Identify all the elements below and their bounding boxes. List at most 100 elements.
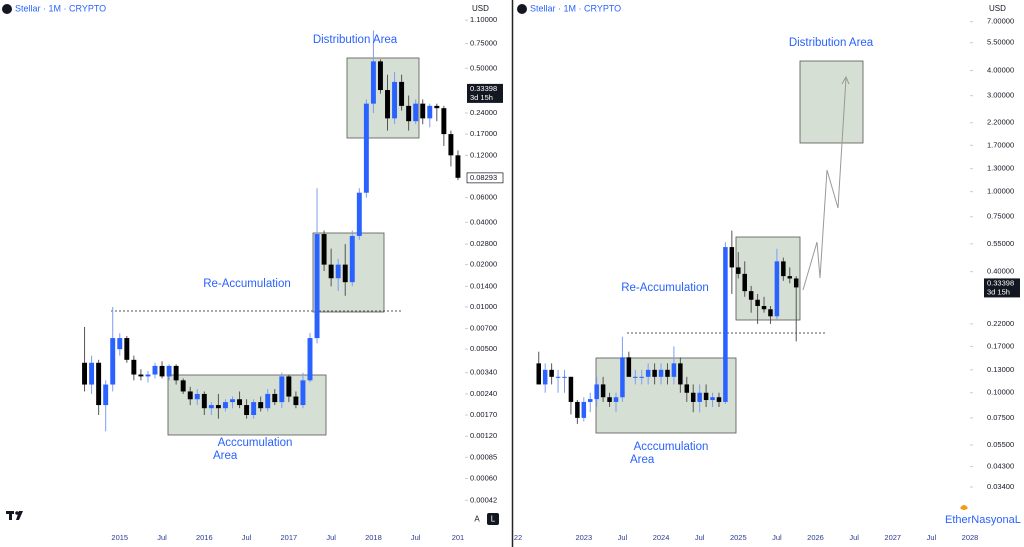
x-tick-label: 2024 <box>653 533 670 542</box>
chart-title: Stellar · 1M · CRYPTO <box>15 3 106 13</box>
candle-body <box>82 362 88 385</box>
x-tick-label: Jul <box>772 533 782 542</box>
watermark: EtherNasyonaL <box>945 514 1021 526</box>
candle-body <box>145 374 151 377</box>
candle-body <box>736 267 741 274</box>
candle-body <box>173 365 179 381</box>
marker-price-box <box>466 172 504 184</box>
countdown: 3d 15h <box>987 287 1010 296</box>
candle-body <box>117 338 123 350</box>
y-tick-label: 0.00042 <box>470 495 497 504</box>
y-tick-label: 0.17000 <box>987 341 1014 350</box>
candle-body <box>370 61 376 104</box>
candle-body <box>328 264 334 279</box>
candle-body <box>201 393 207 409</box>
candle-body <box>562 376 567 378</box>
last-price: 0.33398 <box>470 84 497 93</box>
y-tick-label: 0.00700 <box>470 324 497 333</box>
x-tick-label: 2026 <box>807 533 824 542</box>
candle-body <box>645 369 651 377</box>
candle-body <box>138 374 144 377</box>
marks <box>82 30 799 432</box>
x-tick-label: 2027 <box>884 533 901 542</box>
x-tick-label: Jul <box>695 533 705 542</box>
x-tick-label: Jul <box>242 533 252 542</box>
candle-body <box>251 402 257 415</box>
last-price: 0.33398 <box>987 278 1014 287</box>
y-tick-label: 7.00000 <box>987 17 1014 26</box>
candle-body <box>392 81 398 119</box>
candle-body <box>265 393 271 409</box>
y-tick-label: 1.30000 <box>987 164 1014 173</box>
candle-body <box>335 264 341 279</box>
countdown: 3d 15h <box>470 93 493 102</box>
candle-body <box>427 105 433 119</box>
y-tick-label: 0.01400 <box>470 281 497 290</box>
candle-body <box>166 365 172 377</box>
candle-body <box>729 247 735 268</box>
candle-body <box>293 396 299 406</box>
candle-body <box>536 363 541 385</box>
annotation: Re-Accumulation <box>203 278 291 290</box>
candle-body <box>542 369 548 385</box>
candle-body <box>180 380 186 392</box>
y-tick-label: 0.00120 <box>470 431 497 440</box>
chart-title: Stellar · 1M · CRYPTO <box>530 3 621 13</box>
y-tick-label: 0.40000 <box>987 267 1014 276</box>
candle-body <box>581 401 587 418</box>
currency: USD <box>472 4 489 13</box>
scale-button[interactable]: L <box>491 515 496 524</box>
last-price-box <box>984 278 1020 298</box>
candle-body <box>356 192 362 236</box>
annotation: Area <box>630 454 655 466</box>
y-tick-label: 0.10000 <box>987 388 1014 397</box>
y-tick-label: 0.17000 <box>470 129 497 138</box>
candle-body <box>307 338 313 381</box>
candle-body <box>244 405 250 415</box>
forecast-arrow <box>841 75 850 85</box>
candle-body <box>124 338 130 360</box>
currency: USD <box>989 4 1006 13</box>
y-tick-label: 0.00340 <box>470 368 497 377</box>
candle-body <box>742 273 747 292</box>
candle-body <box>549 369 554 377</box>
candle-body <box>684 384 690 393</box>
x-tick-label: Jul <box>326 533 336 542</box>
candle-body <box>406 105 412 122</box>
x-tick-label: 2028 <box>962 533 979 542</box>
y-tick-label: 0.00085 <box>470 452 497 461</box>
annotation: Distribution Area <box>313 34 398 46</box>
y-tick-label: 0.75000 <box>987 212 1014 221</box>
y-tick-label: 0.22000 <box>987 319 1014 328</box>
y-tick-label: 0.06000 <box>470 193 497 202</box>
y-tick-label: 0.04300 <box>987 461 1014 470</box>
annotation: Area <box>213 450 238 462</box>
candle-body <box>710 397 715 401</box>
candle-body <box>768 309 773 317</box>
candle-body <box>321 234 327 265</box>
y-tick-label: 0.50000 <box>470 63 497 72</box>
candle-body <box>434 105 440 109</box>
candle-body <box>455 155 461 178</box>
candle-body <box>96 362 102 406</box>
scale-button[interactable]: A <box>474 515 480 524</box>
candle-body <box>89 362 95 385</box>
candle-body <box>222 402 228 409</box>
y-tick-label: 4.00000 <box>987 66 1014 75</box>
candle-body <box>377 61 383 91</box>
candle-body <box>568 376 574 402</box>
candle-body <box>131 359 137 375</box>
candle-body <box>314 234 320 339</box>
candle-body <box>300 380 306 406</box>
y-tick-label: 0.00060 <box>470 473 497 482</box>
candle-body <box>755 299 760 306</box>
symbol-logo <box>517 4 527 14</box>
x-tick-label: 2018 <box>365 533 382 542</box>
candle-body <box>342 264 348 283</box>
candle-body <box>237 399 243 406</box>
candle-body <box>787 276 793 279</box>
x-tick-label: 22 <box>514 533 522 542</box>
candle-body <box>678 363 683 385</box>
forecast-path <box>802 77 847 291</box>
candle-body <box>215 405 221 409</box>
